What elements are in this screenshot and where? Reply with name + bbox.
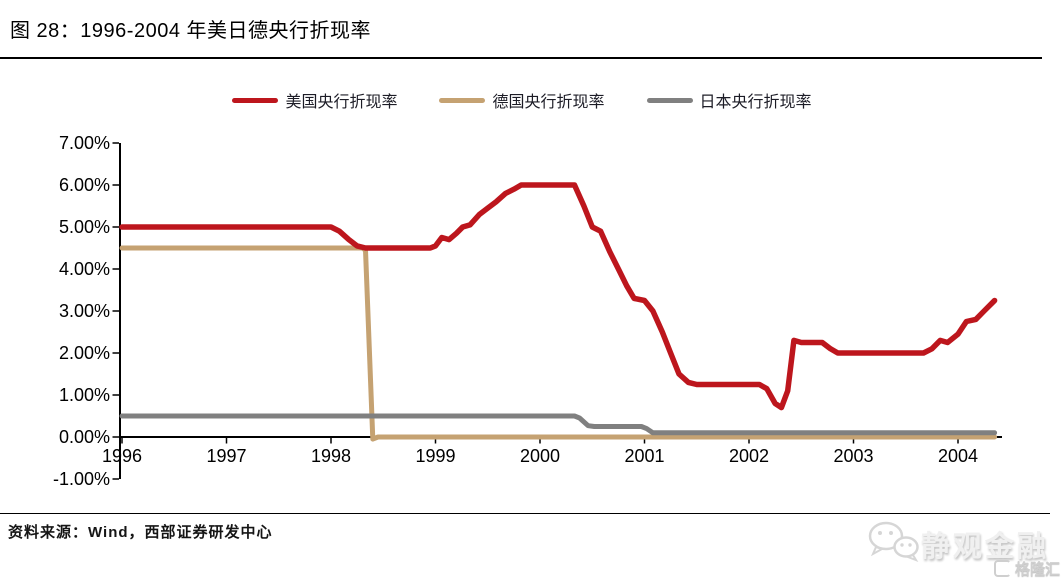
- y-axis-tick-label: 2.00%: [59, 343, 110, 363]
- x-axis-tick-label: 2002: [729, 446, 769, 466]
- title-divider: [0, 57, 1042, 59]
- chart-legend: 美国央行折现率 德国央行折现率 日本央行折现率: [0, 88, 1044, 112]
- legend-item-germany: 德国央行折现率: [439, 88, 605, 112]
- legend-label-germany: 德国央行折现率: [492, 94, 605, 111]
- legend-swatch-germany: [439, 97, 486, 103]
- y-axis-tick-label: 6.00%: [59, 175, 110, 195]
- wechat-icon: [868, 521, 919, 562]
- watermark-partner: 格隆汇: [994, 558, 1060, 579]
- y-axis-tick-label: 0.00%: [59, 427, 110, 447]
- data-source-note: 资料来源：Wind，西部证券研发中心: [8, 524, 273, 541]
- series-line-germany: [119, 245, 998, 442]
- gelonghui-icon: [994, 560, 1011, 577]
- y-axis-tick-label: -1.00%: [53, 469, 110, 489]
- chart-axes: [112, 142, 1002, 480]
- x-axis-tick-label: 2004: [938, 446, 978, 466]
- y-axis-tick-label: 7.00%: [59, 133, 110, 153]
- series-line-japan: [119, 413, 998, 436]
- x-axis-tick-label: 2003: [833, 446, 873, 466]
- x-axis-tick-label: 1998: [311, 446, 351, 466]
- y-axis-tick-label: 4.00%: [59, 259, 110, 279]
- page-title: 图 28：1996-2004 年美日德央行折现率: [10, 20, 372, 42]
- chart-axis-labels: 7.00% 6.00% 5.00% 4.00% 3.00% 2.00% 1.00% 0.00%…: [53, 133, 978, 489]
- y-axis-tick-label: 5.00%: [59, 217, 110, 237]
- y-axis-tick-label: 1.00%: [59, 385, 110, 405]
- legend-swatch-us: [232, 97, 279, 103]
- footer-divider: [0, 513, 1050, 514]
- legend-item-japan: 日本央行折现率: [646, 88, 812, 112]
- chart-series: [119, 182, 998, 442]
- legend-swatch-japan: [646, 97, 693, 103]
- x-axis-tick-label: 2000: [520, 446, 560, 466]
- series-line-us: [119, 182, 998, 411]
- x-axis-tick-label: 1997: [206, 446, 246, 466]
- legend-item-us: 美国央行折现率: [232, 88, 397, 112]
- x-axis-tick-label: 1999: [415, 446, 455, 466]
- x-axis-tick-label: 2001: [624, 446, 664, 466]
- y-axis-tick-label: 3.00%: [59, 301, 110, 321]
- watermark-partner-label: 格隆汇: [1015, 561, 1061, 578]
- watermark-brand: 静观金融: [921, 531, 1050, 563]
- x-axis-tick-label: 1996: [102, 446, 142, 466]
- legend-label-us: 美国央行折现率: [285, 94, 398, 111]
- legend-label-japan: 日本央行折现率: [699, 94, 812, 111]
